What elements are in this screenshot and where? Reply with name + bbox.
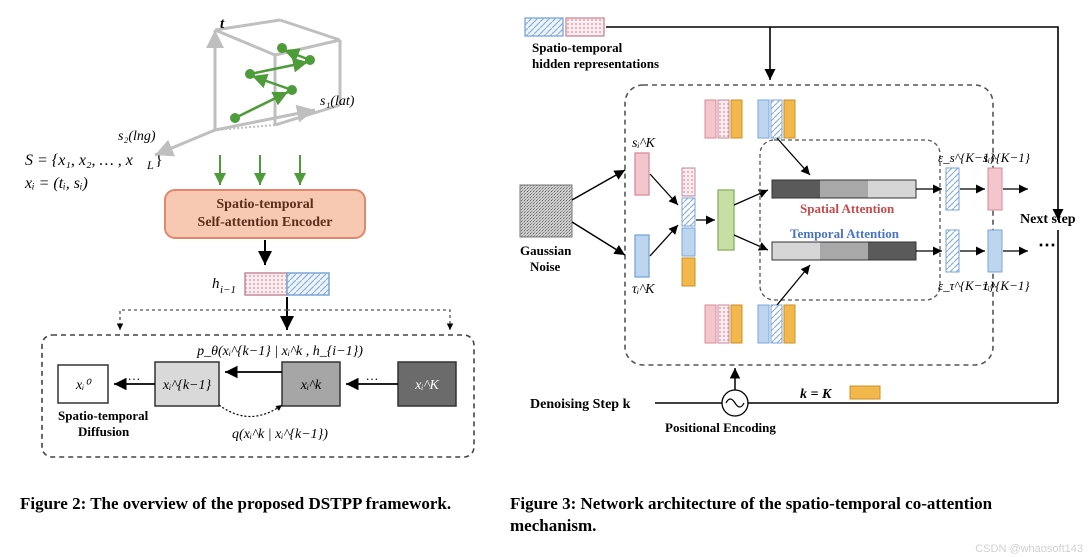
h-label: h [212,276,220,292]
dots-label: ⋯ [1038,235,1056,255]
tau-to-concat-arrow [650,225,678,256]
denoise-label: Denoising Step k [530,397,631,412]
next-step-label: Next step [1020,212,1076,227]
h-sub: i−1 [220,284,236,296]
s-to-concat-arrow [650,174,678,205]
cube-to-encoder-arrows [220,155,300,185]
noise-to-s-arrow [572,170,625,200]
botbars-to-temporal-arrow [777,265,810,305]
p-theta-label: p_θ(xᵢ^{k−1} | xᵢ^k , h_{i−1}) [196,344,363,359]
watermark: CSDN @whaosoft143 [975,543,1083,555]
cube-axes [155,20,340,155]
figure-3-caption: Figure 3: Network architecture of the sp… [510,493,1080,537]
inner-dashed-box [760,140,940,300]
figure-3: Spatio-temporal hidden representations G… [510,10,1080,537]
s-in-bar [635,153,649,195]
svg-text:xᵢ⁰: xᵢ⁰ [75,378,92,393]
tau-in-label: τᵢ^K [632,282,655,297]
hidden-rep-box [245,273,329,295]
figure-2-svg: S = {x₁, x₂, … , x L } xᵢ = (tᵢ, sᵢ) t s… [20,10,490,480]
outer-dashed-box [625,85,993,365]
encoder-line2: Self-attention Encoder [198,215,333,230]
bottom-feature-bars [705,305,795,343]
noise-label-1: Gaussian [520,243,572,258]
encoder-line1: Spatio-temporal [216,197,313,212]
green-to-temporal-arrow [734,235,768,250]
hidden-label-2: hidden representations [532,56,659,71]
s-in-label: sᵢ^K [632,136,656,151]
topbars-to-spatial-arrow [777,138,810,175]
concat-stack [682,168,695,286]
eps-s-bar [946,168,959,210]
tau-out-bar [988,230,1002,272]
hidden-label-1: Spatio-temporal [532,40,623,55]
noise-to-tau-arrow [572,222,625,255]
noise-label-2: Noise [530,259,561,274]
hidden-rep-blue-small [525,18,563,36]
k-eq-k-label: k = K [800,387,833,402]
figure-3-svg: Spatio-temporal hidden representations G… [510,10,1080,480]
input-seq-line1: S = {x₁, x₂, … , x [25,152,133,169]
svg-text:…: … [366,368,379,383]
diffusion-label-2: Diffusion [78,424,130,439]
temporal-attention-bar [772,242,916,260]
tau-in-bar [635,235,649,277]
posenc-label: Positional Encoding [665,420,776,435]
svg-text:xᵢ^{k−1}: xᵢ^{k−1} [162,378,212,393]
s-out-label: sᵢ^{K−1} [983,150,1031,165]
green-to-spatial-arrow [734,190,768,205]
diffusion-label-1: Spatio-temporal [58,408,149,423]
temporal-att-label: Temporal Attention [790,226,900,241]
spatial-att-label: Spatial Attention [800,201,895,216]
eps-tau-bar [946,230,959,272]
svg-text:xᵢ^K: xᵢ^K [414,378,439,393]
top-feature-bars [705,100,795,138]
hidden-rep-pink-small [566,18,604,36]
figure-2-caption: Figure 2: The overview of the proposed D… [20,493,490,515]
q-label: q(xᵢ^k | xᵢ^{k−1}) [232,427,328,442]
figure-2: S = {x₁, x₂, … , x L } xᵢ = (tᵢ, sᵢ) t s… [20,10,490,515]
input-seq-sub: L [146,158,154,172]
s-out-bar [988,168,1002,210]
svg-text:xᵢ^k: xᵢ^k [300,378,322,393]
h-branch-dashed [120,310,450,330]
tau-out-label: τᵢ^{K−1} [983,278,1030,293]
k-orange-chip [850,386,880,399]
gaussian-noise-box [520,185,572,237]
axis-s1-label: s₁(lat) [320,94,355,109]
green-fuser [718,190,734,250]
axis-s2-label: s₂(lng) [118,129,156,144]
input-xi: xᵢ = (tᵢ, sᵢ) [24,175,88,192]
svg-text:…: … [128,368,141,383]
spatial-attention-bar [772,180,916,198]
